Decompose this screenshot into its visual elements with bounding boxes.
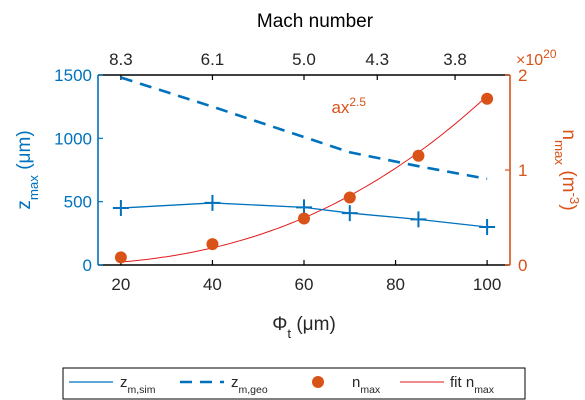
- top-tick-label: 5.0: [292, 50, 316, 69]
- zm-sim-marker: [112, 200, 129, 216]
- x-tick-label: 100: [473, 275, 501, 294]
- right-y-tick-label: 2: [518, 66, 527, 85]
- left-y-tick-label: 500: [64, 193, 92, 212]
- zm-sim-line: [120, 202, 488, 228]
- right-y-axis-title: nmax (m-3): [553, 129, 583, 210]
- left-y-axis-title: zmax (μm): [14, 130, 41, 209]
- top-tick-label: 4.3: [365, 50, 389, 69]
- fit-nmax-line: [120, 95, 488, 263]
- x-tick-label: 80: [386, 275, 405, 294]
- legend-label-nmax: nmax: [352, 374, 381, 396]
- nmax-point: [343, 191, 356, 204]
- top-tick-label: 6.1: [201, 50, 225, 69]
- zm-sim-marker: [479, 219, 496, 235]
- right-axis-exponent: ×1020: [516, 47, 557, 69]
- legend-swatch-nmax: [312, 376, 324, 388]
- x-tick-label: 20: [111, 275, 130, 294]
- nmax-point: [481, 92, 494, 105]
- left-y-tick-label: 1500: [54, 66, 92, 85]
- x-tick-label: 60: [295, 275, 314, 294]
- zm-sim-marker: [204, 194, 221, 211]
- left-y-tick-label: 0: [83, 256, 92, 275]
- legend-label-fit-nmax: fit nmax: [450, 374, 495, 396]
- nmax-point: [114, 251, 127, 264]
- x-tick-label: 40: [203, 275, 222, 294]
- nmax-point: [412, 149, 425, 162]
- legend-box: [62, 367, 526, 400]
- top-tick-label: 3.8: [443, 50, 467, 69]
- right-y-tick-label: 0: [518, 256, 527, 275]
- nmax-point: [298, 212, 310, 225]
- right-y-tick-label: 1: [518, 161, 527, 180]
- nmax-point: [206, 238, 219, 251]
- zm-sim-marker: [410, 211, 427, 228]
- top-axis-title: Mach number: [257, 11, 374, 32]
- left-y-tick-label: 1000: [54, 129, 92, 148]
- fit-annotation: ax2.5: [331, 95, 366, 117]
- zm-sim-marker: [341, 205, 358, 222]
- x-axis-title: Φt (μm): [272, 314, 336, 341]
- legend: zm,sim zm,geo nmax fit nmax: [62, 367, 526, 400]
- top-tick-label: 8.3: [109, 50, 133, 69]
- legend-label-zm-sim: zm,sim: [120, 374, 156, 396]
- legend-label-zm-geo: zm,geo: [231, 374, 268, 396]
- zm-geo-line: [120, 76, 488, 181]
